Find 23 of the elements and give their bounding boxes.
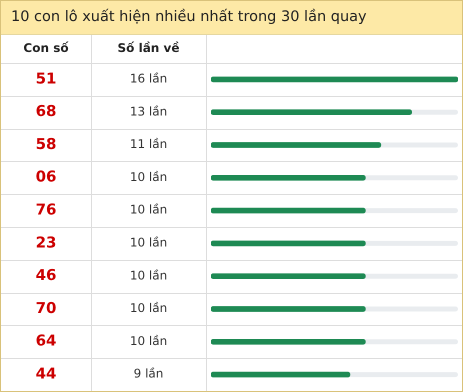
data-label: 13 lần [130, 104, 168, 118]
y-tick-label: 06 [36, 168, 56, 186]
data-label: 11 lần [130, 137, 168, 152]
text: Số lần về [118, 41, 180, 56]
data-label: 10 lần [130, 170, 168, 184]
data-label: 10 lần [130, 301, 168, 316]
data-label: 16 lần [130, 72, 168, 86]
data-label: 9 lần [134, 366, 164, 381]
y-tick-label: 68 [36, 102, 56, 120]
y-tick-label: 70 [36, 298, 56, 317]
y-tick-label: 76 [36, 200, 56, 218]
data-label: 10 lần [130, 236, 168, 250]
y-tick-label: 64 [36, 332, 56, 350]
y-tick-label: 46 [36, 266, 56, 284]
data-label: 10 lần [130, 268, 168, 282]
text: Con số [23, 41, 70, 56]
y-tick-label: 51 [36, 69, 56, 88]
y-tick-label: 58 [36, 134, 56, 153]
y-tick-label: 23 [36, 233, 56, 252]
chart-title: 10 con lô xuất hiện nhiều nhất trong 30 lần quay [1, 1, 462, 35]
data-label: 10 lần [130, 334, 168, 348]
data-label: 10 lần [130, 202, 168, 217]
y-tick-label: 44 [36, 364, 56, 382]
